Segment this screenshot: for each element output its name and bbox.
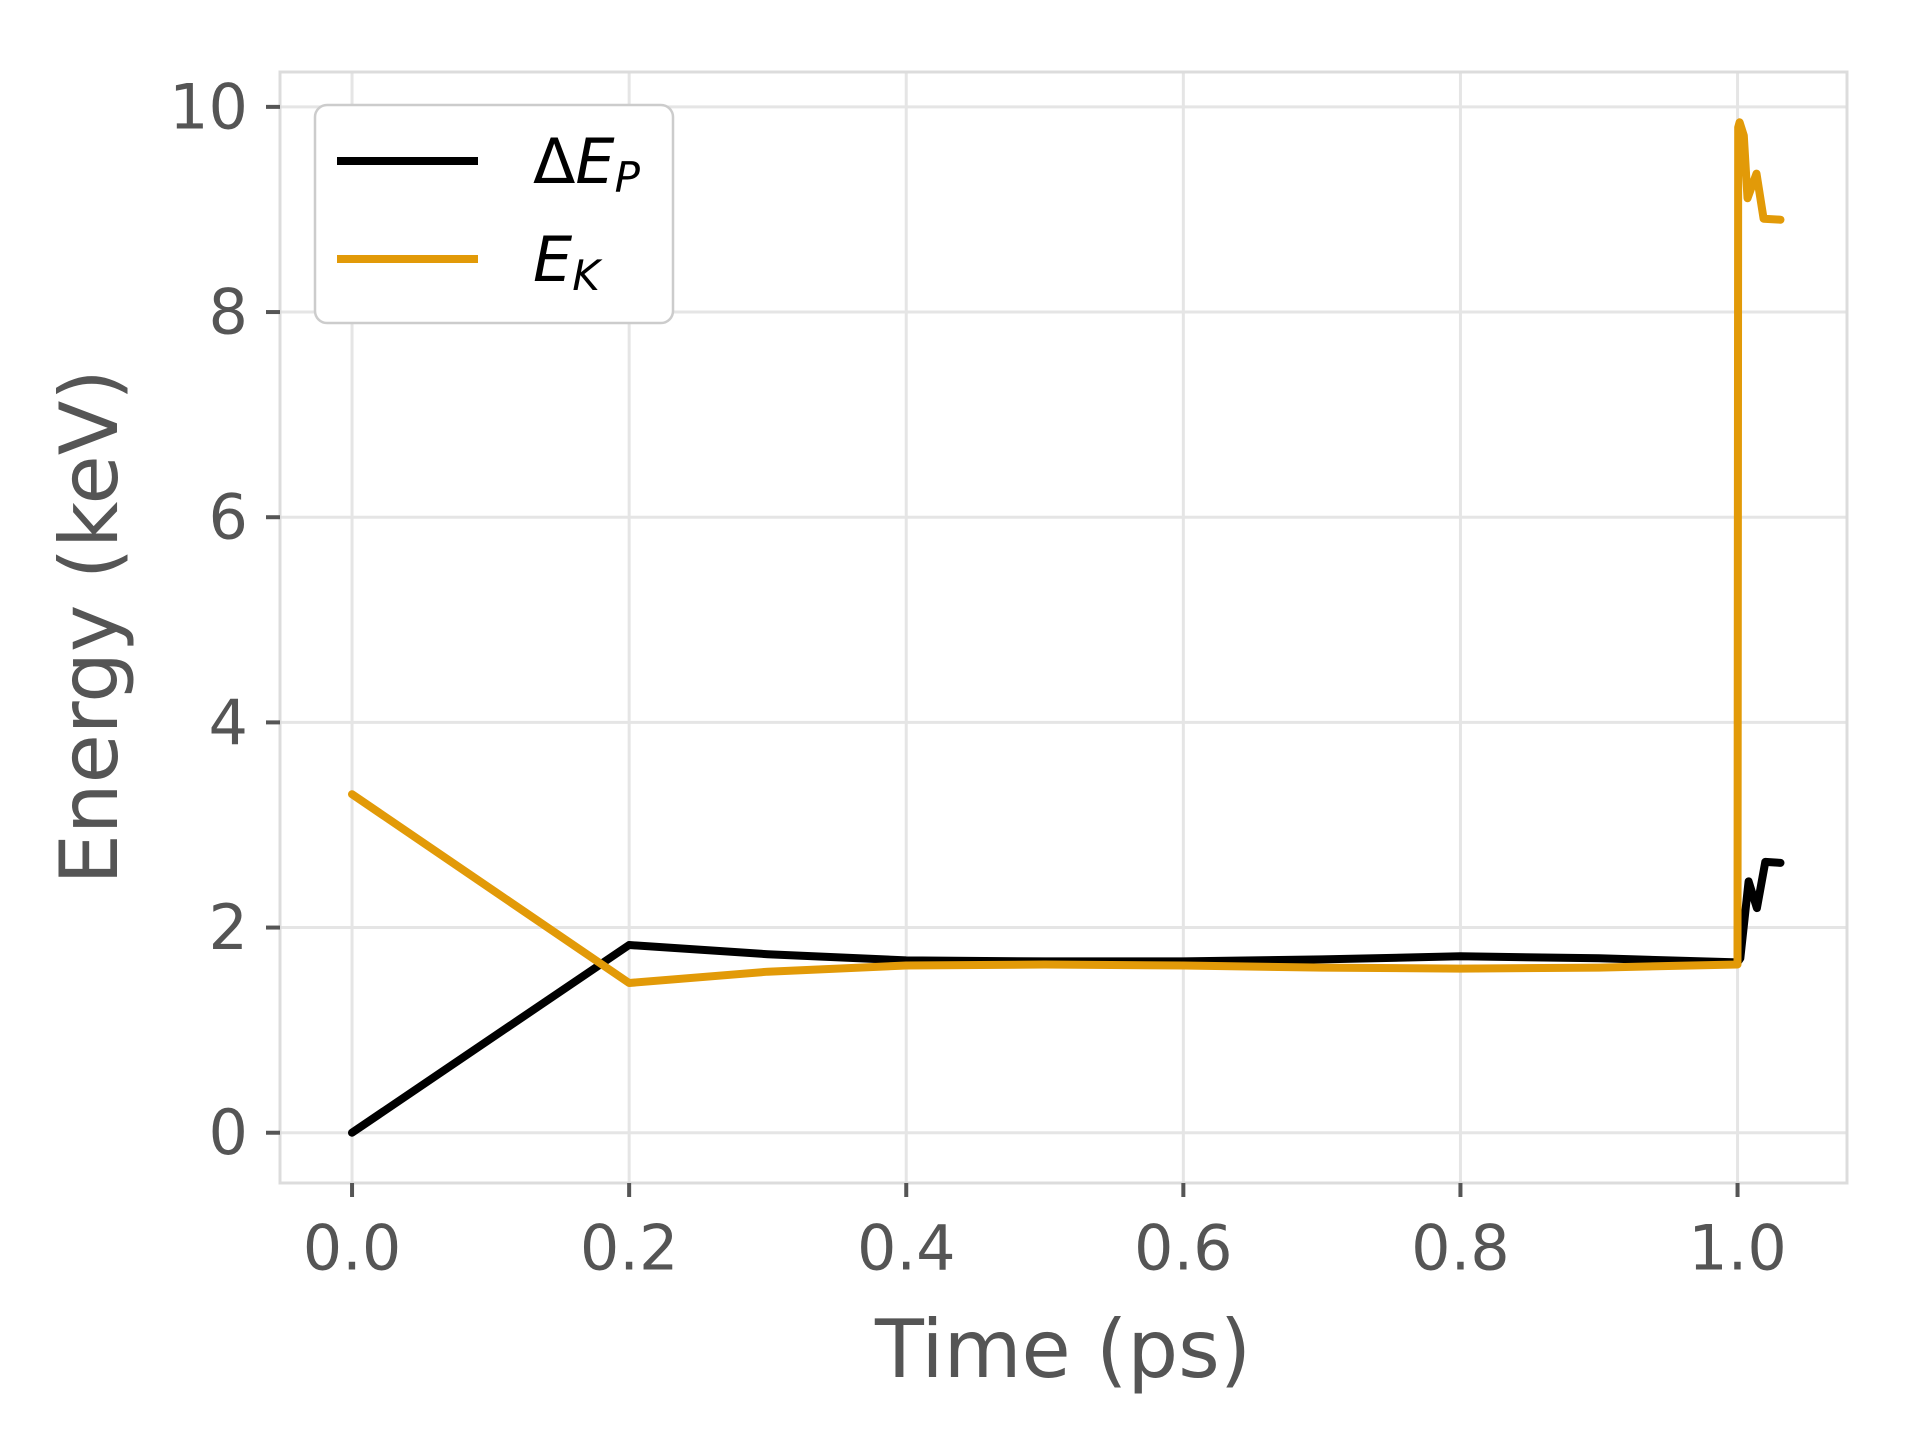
x-tick-label: 0.6 [1134, 1211, 1233, 1284]
y-axis-label: Energy (keV) [43, 369, 136, 884]
tick-layer: 0.0 0.2 0.4 0.6 0.8 1.0 0 2 4 6 8 10 [169, 70, 1787, 1284]
x-tick-label: 0.2 [580, 1211, 679, 1284]
x-tick-label: 0.4 [857, 1211, 956, 1284]
axes-spines [278, 70, 1849, 1185]
x-tick-label: 0.0 [303, 1211, 402, 1284]
y-tick-label: 8 [209, 276, 248, 349]
y-tick-label: 10 [169, 70, 248, 143]
series-line-delta-E-P [348, 857, 1785, 1137]
legend-label-delta-E-P: ΔEP [533, 125, 641, 202]
y-tick-label: 0 [209, 1096, 248, 1169]
x-tick-label: 1.0 [1688, 1211, 1787, 1284]
series-line-E-K [348, 118, 1785, 987]
x-axis-label: Time (ps) [874, 1303, 1251, 1396]
series-layer [348, 118, 1785, 1137]
legend-box [313, 103, 675, 325]
x-tick-label: 0.8 [1411, 1211, 1510, 1284]
legend-label-E-K: EK [533, 223, 603, 300]
legend: ΔEP EK [313, 103, 675, 325]
y-tick-label: 6 [209, 481, 248, 554]
y-tick-label: 4 [209, 686, 248, 759]
y-tick-label: 2 [209, 891, 248, 964]
plot-border [278, 70, 1849, 1185]
